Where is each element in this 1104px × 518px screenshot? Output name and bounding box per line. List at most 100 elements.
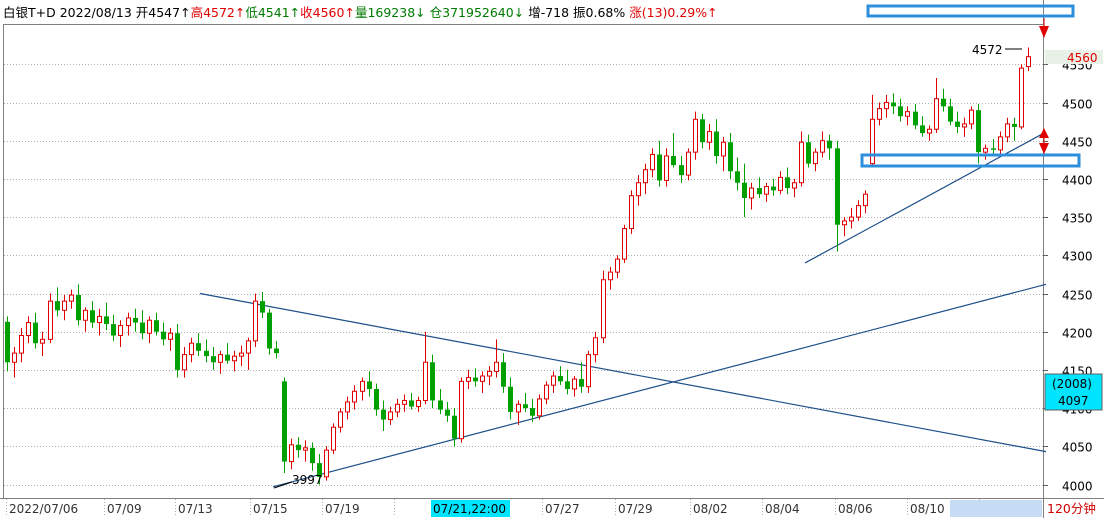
candle-body-up[interactable] xyxy=(303,447,308,451)
candle-body-up[interactable] xyxy=(239,352,244,357)
candle-body-up[interactable] xyxy=(983,147,988,153)
candle-body-up[interactable] xyxy=(62,300,67,311)
candle-body-up[interactable] xyxy=(168,332,173,340)
candle-body-down[interactable] xyxy=(161,331,166,340)
candle-body-up[interactable] xyxy=(331,426,336,451)
candle-body-up[interactable] xyxy=(778,176,783,191)
candle-body-down[interactable] xyxy=(735,171,740,183)
candle-body-up[interactable] xyxy=(863,193,868,207)
candle-body-up[interactable] xyxy=(686,151,691,176)
candle-body-down[interactable] xyxy=(76,295,81,321)
candle-body-up[interactable] xyxy=(643,169,648,184)
candle-body-down[interactable] xyxy=(806,142,811,164)
candle-body-up[interactable] xyxy=(799,141,804,184)
candle-body-down[interactable] xyxy=(955,121,960,127)
candle-body-down[interactable] xyxy=(898,106,903,117)
candle-body-up[interactable] xyxy=(289,444,294,463)
candle-body-down[interactable] xyxy=(657,154,662,181)
candle-body-up[interactable] xyxy=(246,340,251,354)
trendline[interactable] xyxy=(272,283,1047,488)
highlight-box-top[interactable] xyxy=(866,4,1075,18)
candle-body-down[interactable] xyxy=(785,177,790,189)
candle-body-down[interactable] xyxy=(267,312,272,349)
candle-body-up[interactable] xyxy=(998,136,1003,151)
candle-body-down[interactable] xyxy=(196,343,201,351)
candle-body-up[interactable] xyxy=(360,380,365,392)
candle-body-up[interactable] xyxy=(608,271,613,281)
candle-body-down[interactable] xyxy=(55,301,60,311)
candle-body-down[interactable] xyxy=(728,142,733,172)
candle-body-down[interactable] xyxy=(508,386,513,412)
candle-body-down[interactable] xyxy=(1012,123,1017,127)
trendline[interactable] xyxy=(199,292,1047,453)
candle-body-up[interactable] xyxy=(218,354,223,363)
candle-body-down[interactable] xyxy=(274,348,279,354)
candle-body-up[interactable] xyxy=(480,375,485,382)
candle-body-down[interactable] xyxy=(204,350,209,357)
candle-body-up[interactable] xyxy=(721,141,726,157)
candle-body-down[interactable] xyxy=(891,102,896,107)
candle-body-up[interactable] xyxy=(1026,56,1031,68)
candle-body-up[interactable] xyxy=(693,118,698,153)
candle-body-down[interactable] xyxy=(671,155,676,166)
candle-body-up[interactable] xyxy=(849,216,854,222)
candle-body-up[interactable] xyxy=(19,335,24,354)
candle-body-up[interactable] xyxy=(877,108,882,120)
candle-body-down[interactable] xyxy=(948,106,953,122)
candle-body-down[interactable] xyxy=(33,322,38,344)
candle-body-up[interactable] xyxy=(126,317,131,327)
candle-body-down[interactable] xyxy=(5,321,10,363)
candle-body-up[interactable] xyxy=(395,403,400,413)
candle-body-down[interactable] xyxy=(140,322,145,334)
candle-body-up[interactable] xyxy=(820,140,825,153)
candle-body-up[interactable] xyxy=(601,279,606,339)
candle-body-up[interactable] xyxy=(969,109,974,125)
candle-body-up[interactable] xyxy=(870,118,875,165)
candle-body-up[interactable] xyxy=(884,102,889,110)
candle-body-up[interactable] xyxy=(345,401,350,413)
candle-body-up[interactable] xyxy=(423,361,428,401)
candle-body-up[interactable] xyxy=(749,187,754,199)
candle-body-up[interactable] xyxy=(48,300,53,340)
candle-body-down[interactable] xyxy=(771,186,776,191)
candle-body-down[interactable] xyxy=(225,354,230,361)
candle-body-up[interactable] xyxy=(629,195,634,230)
candle-body-down[interactable] xyxy=(111,324,116,336)
candle-body-down[interactable] xyxy=(175,333,180,370)
candle-body-up[interactable] xyxy=(650,153,655,171)
candle-body-down[interactable] xyxy=(941,98,946,107)
trendline[interactable] xyxy=(804,132,1045,264)
candle-body-up[interactable] xyxy=(388,411,393,421)
candle-body-up[interactable] xyxy=(189,342,194,356)
candle-body-up[interactable] xyxy=(572,378,577,390)
candle-body-down[interactable] xyxy=(409,400,414,407)
candle-body-up[interactable] xyxy=(232,355,237,362)
candle-body-up[interactable] xyxy=(792,182,797,189)
candle-body-down[interactable] xyxy=(523,404,528,409)
candle-body-up[interactable] xyxy=(147,319,152,334)
candle-body-down[interactable] xyxy=(104,316,109,325)
candle-body-down[interactable] xyxy=(317,463,322,477)
candle-body-up[interactable] xyxy=(352,390,357,403)
candle-body-up[interactable] xyxy=(1019,67,1024,128)
candle-body-up[interactable] xyxy=(1005,123,1010,138)
candle-body-down[interactable] xyxy=(742,182,747,198)
candle-body-up[interactable] xyxy=(40,338,45,344)
candle-body-down[interactable] xyxy=(154,320,159,332)
candle-body-up[interactable] xyxy=(551,375,556,386)
candle-body-down[interactable] xyxy=(310,447,315,464)
candle-body-up[interactable] xyxy=(544,384,549,400)
candle-body-up[interactable] xyxy=(516,403,521,413)
candle-body-up[interactable] xyxy=(927,128,932,134)
candle-body-up[interactable] xyxy=(487,370,492,377)
candle-body-up[interactable] xyxy=(253,300,258,342)
candle-body-up[interactable] xyxy=(97,315,102,324)
candle-body-down[interactable] xyxy=(211,356,216,363)
candle-body-up[interactable] xyxy=(494,361,499,372)
candle-body-down[interactable] xyxy=(714,131,719,156)
candle-body-up[interactable] xyxy=(338,411,343,428)
candle-body-up[interactable] xyxy=(664,155,669,181)
candle-body-up[interactable] xyxy=(586,354,591,388)
candle-body-down[interactable] xyxy=(827,140,832,149)
